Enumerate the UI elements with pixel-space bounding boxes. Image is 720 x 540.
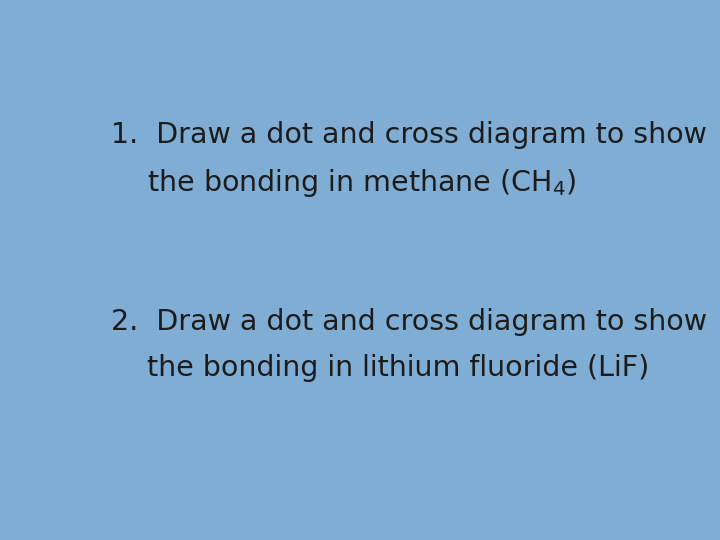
Text: the bonding in lithium fluoride (LiF): the bonding in lithium fluoride (LiF) <box>111 354 649 382</box>
Text: 1.  Draw a dot and cross diagram to show: 1. Draw a dot and cross diagram to show <box>111 121 707 149</box>
Text: 2.  Draw a dot and cross diagram to show: 2. Draw a dot and cross diagram to show <box>111 308 707 336</box>
Text: the bonding in methane (CH$_{4}$): the bonding in methane (CH$_{4}$) <box>111 167 577 199</box>
